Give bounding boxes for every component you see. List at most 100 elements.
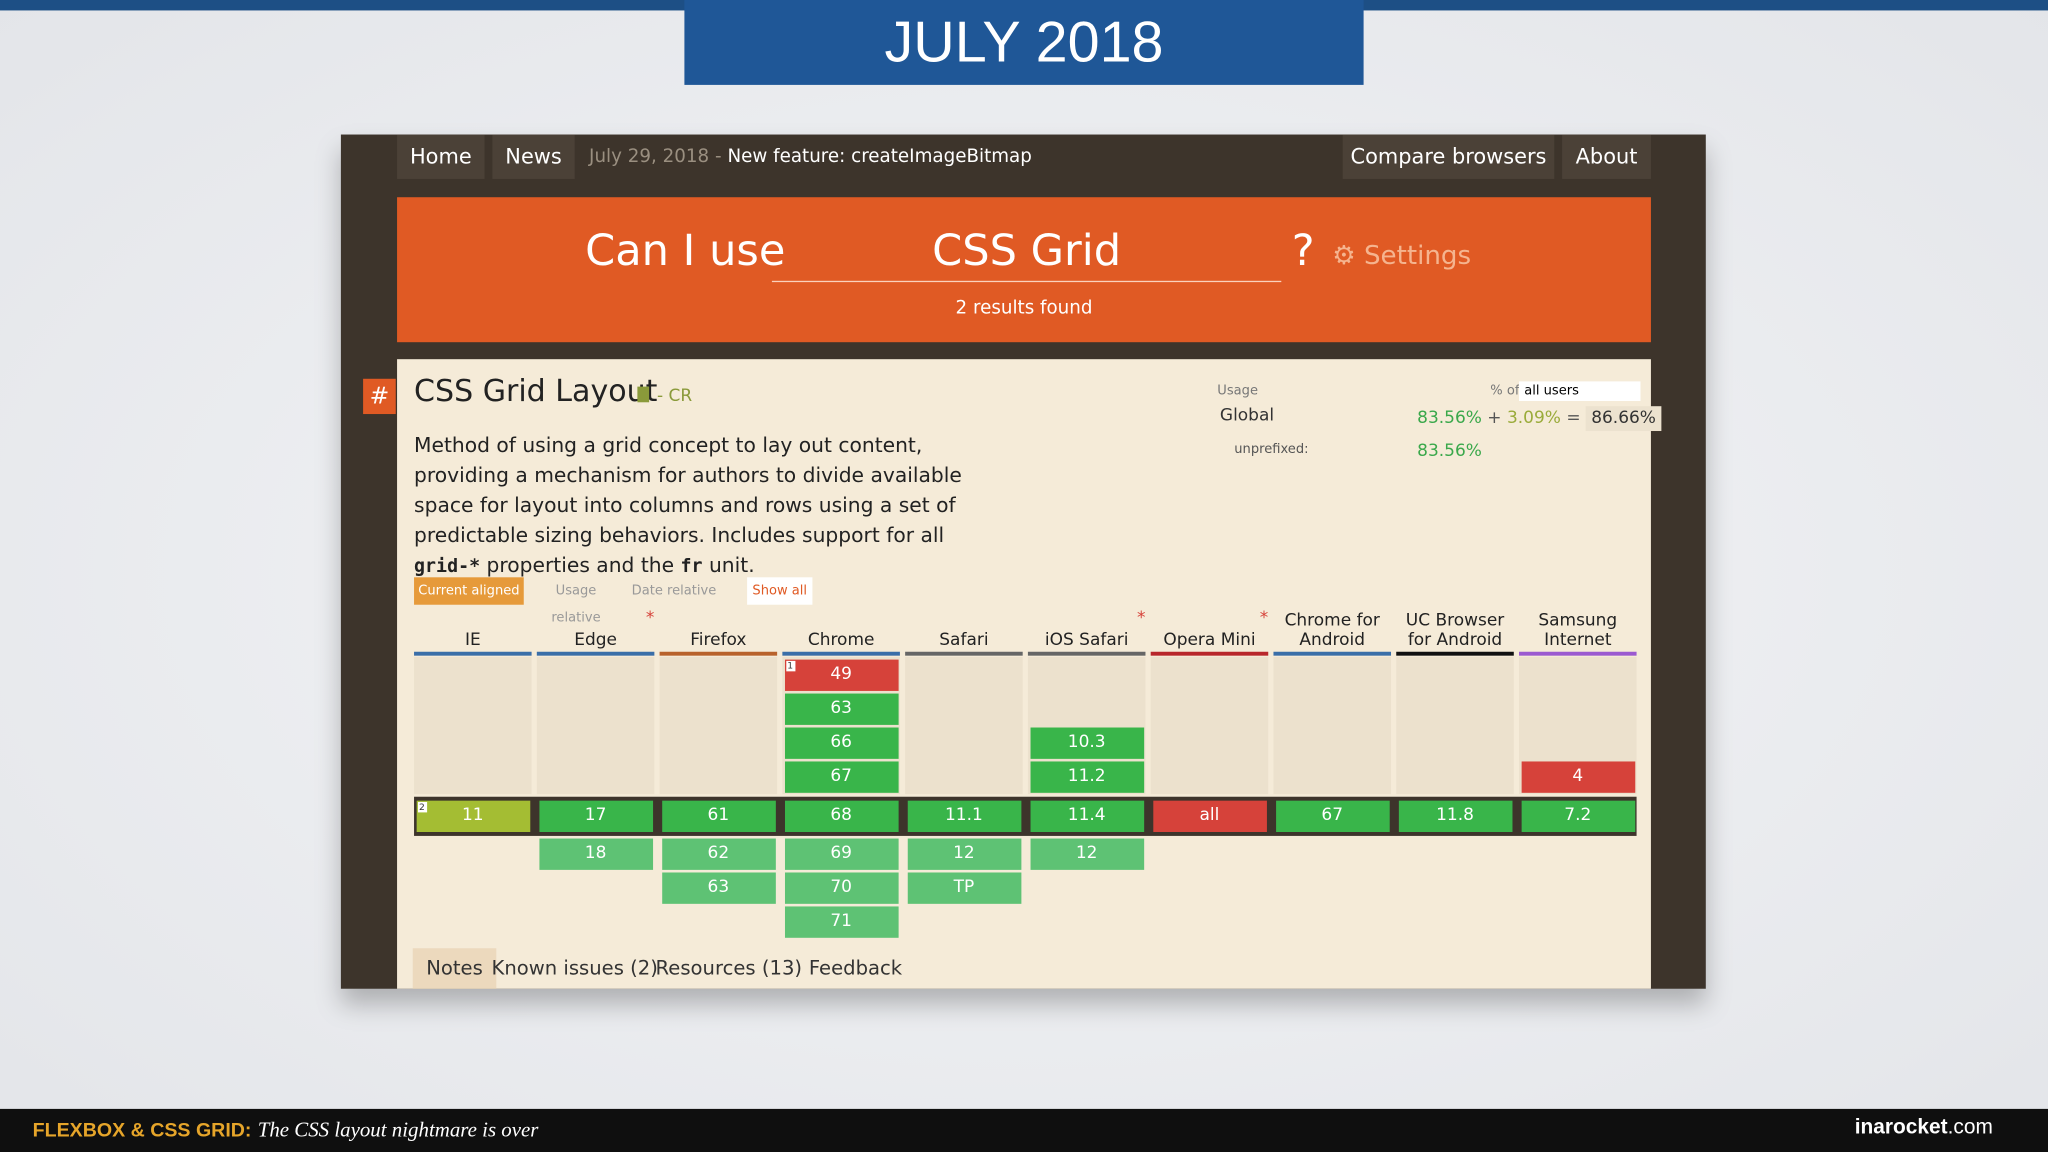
view-tab[interactable]: Date relative: [631, 583, 717, 599]
search-suffix: ?: [1291, 224, 1315, 276]
settings[interactable]: ⚙ Settings: [1332, 239, 1472, 271]
news-text[interactable]: New feature: createImageBitmap: [727, 146, 1032, 168]
browser-name: Opera Mini: [1163, 630, 1256, 651]
search-panel: [397, 197, 1651, 343]
version-cell[interactable]: 12: [1029, 838, 1144, 870]
brand: inarocket: [1854, 1116, 1948, 1139]
browser-name: Chrome for Android: [1284, 611, 1380, 651]
version-cell[interactable]: 11.1: [907, 800, 1021, 832]
spec-icon: [637, 386, 650, 403]
slide-title: JULY 2018: [684, 0, 1364, 85]
usage-partial: 3.09%: [1506, 408, 1561, 429]
nav-about[interactable]: About: [1562, 134, 1651, 179]
version-cell[interactable]: 11 2: [415, 800, 530, 832]
usage-label: Usage: [1217, 383, 1259, 399]
browser-underline: [1150, 651, 1269, 656]
usage-select[interactable]: all users: [1519, 381, 1641, 401]
view-tab[interactable]: Current aligned: [414, 577, 524, 605]
usage-sum: 83.56% + 3.09% = 86.66%: [1417, 406, 1662, 432]
browser-underline: [905, 651, 1023, 656]
footer-caption: FLEXBOX & CSS GRID: The CSS layout night…: [33, 1118, 539, 1143]
browser-header: Samsung Internet: [1516, 603, 1639, 650]
feature-title: CSS Grid Layout: [414, 374, 658, 409]
bottom-tab[interactable]: Feedback: [808, 956, 903, 980]
version-cell[interactable]: TP: [907, 872, 1021, 904]
nav-news[interactable]: News: [492, 134, 575, 179]
note-number: 2: [417, 801, 427, 813]
unprefixed-value: 83.56%: [1417, 441, 1482, 462]
browser-underline: [536, 651, 655, 656]
bottom-tab[interactable]: Known issues (2): [491, 956, 658, 980]
browser-name: UC Browser for Android: [1405, 611, 1505, 651]
plus: +: [1487, 408, 1502, 429]
nav-home[interactable]: Home: [397, 134, 485, 179]
version-cell[interactable]: 67: [784, 761, 898, 793]
version-cell[interactable]: all: [1152, 800, 1267, 832]
bottom-tab[interactable]: Notes: [412, 948, 497, 989]
usage-supported: 83.56%: [1417, 408, 1482, 429]
footer-brand: inarocket.com: [1855, 1117, 1993, 1141]
anchor-hash[interactable]: #: [363, 378, 396, 415]
search-input[interactable]: CSS Grid: [771, 225, 1282, 283]
version-cell[interactable]: 69: [784, 838, 898, 870]
version-cell[interactable]: 62: [661, 838, 776, 870]
browser-header: Edge *: [534, 603, 657, 651]
version-cell[interactable]: 71: [784, 906, 898, 938]
version-cell[interactable]: 68: [784, 800, 898, 832]
version-cell[interactable]: 70: [784, 872, 898, 904]
version-cell[interactable]: 63: [784, 693, 898, 725]
usage-of: % of: [1490, 383, 1520, 399]
browser-header: Safari: [903, 603, 1026, 651]
footer: [0, 1108, 2048, 1152]
search-prefix: Can I use: [585, 224, 786, 276]
browser-header: Firefox: [657, 603, 780, 651]
settings-label[interactable]: Settings: [1363, 239, 1472, 271]
browser-header: UC Browser for Android: [1394, 603, 1517, 650]
unprefixed-label: unprefixed:: [1234, 442, 1309, 458]
show-all[interactable]: Show all: [747, 577, 813, 605]
version-cell[interactable]: 61: [661, 800, 776, 832]
nav-compare[interactable]: Compare browsers: [1342, 134, 1555, 179]
version-cell[interactable]: 11.4: [1029, 800, 1144, 832]
browser-name: Safari: [939, 630, 989, 651]
equals: =: [1566, 408, 1581, 429]
browser-name: IE: [464, 630, 481, 651]
bottom-tab[interactable]: Resources (13): [655, 956, 803, 980]
version-cell[interactable]: 10.3: [1029, 727, 1144, 759]
version-cell[interactable]: 63: [661, 872, 776, 904]
version-cell[interactable]: 18: [538, 838, 653, 870]
past-area: [905, 656, 1023, 795]
version-cell[interactable]: 4: [1520, 761, 1635, 793]
version-cell[interactable]: 49 1: [784, 659, 898, 691]
view-tab[interactable]: Usage relative: [551, 583, 601, 626]
usage-global: Global: [1219, 406, 1275, 426]
version-cell[interactable]: 66: [784, 727, 898, 759]
asterisk: *: [1136, 608, 1146, 629]
version-cell[interactable]: 11.8: [1398, 800, 1512, 832]
browser-header: IE: [411, 603, 534, 651]
version-cell[interactable]: 7.2: [1520, 800, 1635, 832]
browser-underline: [1396, 651, 1514, 656]
version-cell[interactable]: 17: [538, 800, 653, 832]
browser-header: Opera Mini *: [1148, 603, 1271, 651]
version-cell[interactable]: 11.2: [1029, 761, 1144, 793]
description-text: Method of using a grid concept to lay ou…: [414, 433, 962, 548]
past-area: [536, 656, 655, 795]
feature-status: - CR: [656, 386, 693, 407]
past-area: [1150, 656, 1269, 795]
code: grid-*: [414, 556, 481, 578]
description-text: properties and the: [486, 553, 675, 578]
browser-header: Chrome: [780, 603, 903, 651]
past-area: [414, 656, 532, 795]
version-cell[interactable]: 12: [907, 838, 1021, 870]
browser-name: Samsung Internet: [1538, 611, 1618, 651]
version-cell[interactable]: 67: [1275, 800, 1390, 832]
usage-total: 86.66%: [1585, 406, 1662, 432]
news-dash: -: [715, 146, 722, 168]
browser-underline: [659, 651, 778, 656]
note-number: 1: [785, 660, 795, 672]
footer-title: FLEXBOX & CSS GRID:: [32, 1119, 252, 1142]
footer-subtitle: The CSS layout nightmare is over: [257, 1119, 539, 1142]
